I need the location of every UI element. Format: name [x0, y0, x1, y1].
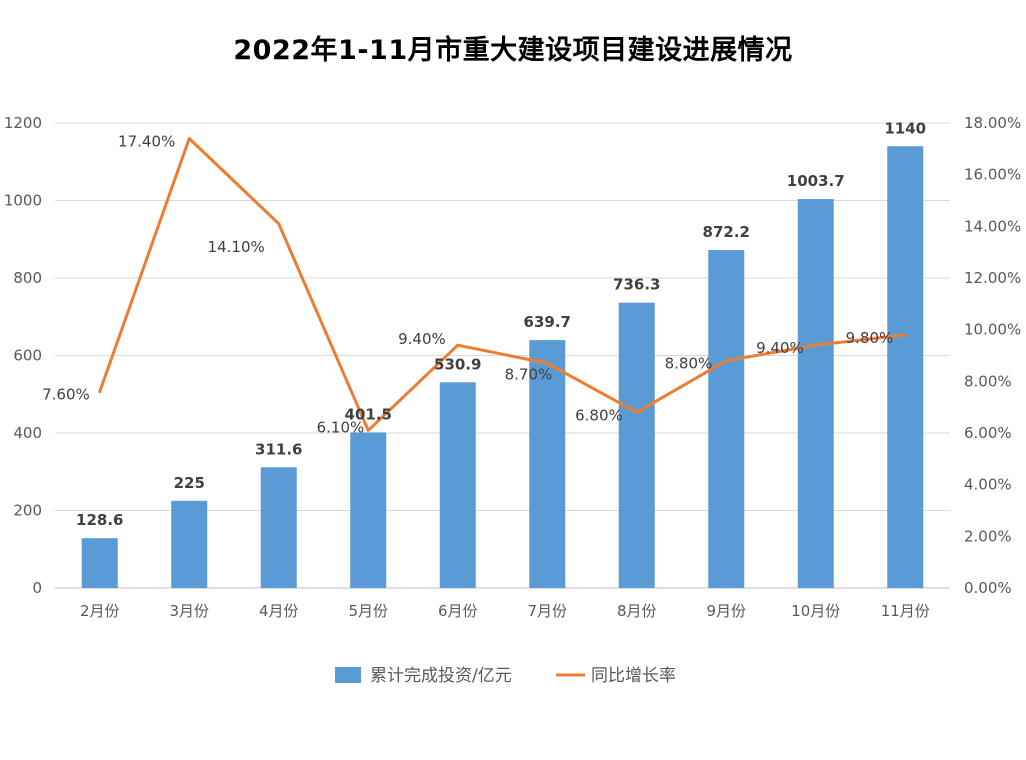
left-tick-label: 1200: [4, 114, 42, 132]
category-label: 10月份: [791, 602, 840, 620]
left-tick-label: 1000: [4, 192, 42, 210]
category-label: 7月份: [527, 602, 567, 620]
category-label: 6月份: [438, 602, 478, 620]
line-data-label: 8.80%: [665, 355, 713, 373]
bar: [797, 199, 834, 588]
line-data-label: 6.80%: [575, 406, 623, 424]
category-label: 8月份: [617, 602, 657, 620]
bar: [81, 538, 118, 588]
line-data-labels: 7.60% 17.40% 14.10% 6.10% 9.40% 8.70% 6.80% 8.8…: [42, 133, 893, 437]
bar-data-label: 736.3: [613, 276, 660, 294]
left-tick-label: 800: [13, 269, 42, 287]
bar: [708, 250, 745, 588]
bar: [439, 382, 476, 588]
right-tick-label: 0.00%: [964, 579, 1012, 597]
left-axis-ticks: 0 200 400 600 800 1000 1200: [4, 114, 42, 597]
bar: [260, 467, 297, 588]
right-tick-label: 12.00%: [964, 269, 1021, 287]
category-label: 2月份: [80, 602, 120, 620]
bar-data-label: 639.7: [524, 313, 571, 331]
right-tick-label: 14.00%: [964, 217, 1021, 235]
bar-data-label: 311.6: [255, 440, 302, 458]
line-data-label: 7.60%: [42, 386, 90, 404]
right-tick-label: 8.00%: [964, 372, 1012, 390]
right-tick-label: 10.00%: [964, 321, 1021, 339]
right-tick-label: 6.00%: [964, 424, 1012, 442]
category-label: 11月份: [881, 602, 930, 620]
bar-data-label: 1140: [884, 119, 926, 137]
bar: [887, 146, 924, 588]
category-label: 3月份: [169, 602, 209, 620]
bar-data-label: 1003.7: [787, 172, 845, 190]
chart-title: 2022年1-11月市重大建设项目建设进展情况: [233, 35, 793, 66]
bar: [171, 500, 208, 588]
right-tick-label: 2.00%: [964, 527, 1012, 545]
left-tick-label: 0: [32, 579, 42, 597]
left-tick-label: 600: [13, 347, 42, 365]
legend: 累计完成投资/亿元 同比增长率: [335, 666, 676, 686]
bar-data-label: 128.6: [76, 511, 123, 529]
right-tick-label: 18.00%: [964, 114, 1021, 132]
line-path: [98, 137, 907, 432]
left-tick-label: 200: [13, 502, 42, 520]
legend-bar-label: 累计完成投资/亿元: [370, 666, 512, 686]
line-data-label: 8.70%: [505, 365, 553, 383]
line-data-label: 6.10%: [317, 418, 365, 436]
bar-series: [81, 146, 924, 588]
line-data-label: 9.40%: [756, 339, 804, 357]
bar-data-labels: 128.6 225 311.6 401.5 530.9 639.7 736.3 872.2 10…: [76, 119, 926, 529]
bar: [618, 302, 655, 588]
category-label: 4月份: [259, 602, 299, 620]
left-tick-label: 400: [13, 424, 42, 442]
line-data-label: 14.10%: [208, 238, 265, 256]
legend-line-label: 同比增长率: [591, 666, 676, 686]
bar: [350, 432, 387, 588]
line-data-label: 9.80%: [846, 329, 894, 347]
bar: [529, 340, 566, 588]
bar-data-label: 530.9: [434, 355, 481, 373]
category-label: 5月份: [348, 602, 388, 620]
line-data-label: 17.40%: [118, 133, 175, 151]
bar-data-label: 401.5: [345, 405, 392, 423]
category-axis: 2月份 3月份 4月份 5月份 6月份 7月份 8月份 9月份 10月份 11月份: [80, 602, 930, 620]
bar-data-label: 872.2: [703, 223, 750, 241]
line-data-label: 9.40%: [398, 330, 446, 348]
line-series: [98, 137, 907, 432]
legend-bar-swatch: [335, 667, 361, 683]
right-axis-ticks: 0.00% 2.00% 4.00% 6.00% 8.00% 10.00% 12.00% 14.…: [964, 114, 1021, 597]
right-tick-label: 4.00%: [964, 476, 1012, 494]
bar-data-label: 225: [174, 474, 205, 492]
right-tick-label: 16.00%: [964, 166, 1021, 184]
category-label: 9月份: [706, 602, 746, 620]
